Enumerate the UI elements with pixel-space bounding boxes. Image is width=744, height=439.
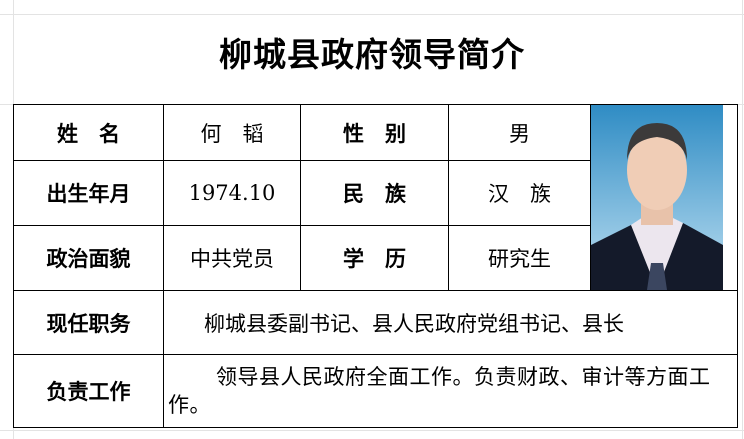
table-border: [13, 354, 738, 355]
ethnicity-label: 民 族: [301, 161, 448, 225]
page-title: 柳城县政府领导简介: [219, 35, 525, 74]
education-value: 研究生: [449, 226, 590, 290]
leader-photo: [591, 105, 723, 290]
table-border: [300, 104, 301, 291]
gender-label: 性 别: [301, 105, 448, 160]
table-border: [13, 160, 591, 161]
table-border: [590, 104, 591, 291]
ethnicity-value: 汉 族: [449, 161, 590, 225]
name-label: 姓 名: [14, 105, 163, 160]
gender-value: 男: [449, 105, 590, 160]
table-border: [13, 290, 738, 291]
gridline: [0, 430, 744, 431]
table-border: [13, 104, 738, 105]
table-border: [13, 225, 591, 226]
political-label: 政治面貌: [14, 226, 163, 290]
table-border: [448, 104, 449, 291]
duty-value: 领导县人民政府全面工作。负责财政、审计等方面工作。: [164, 355, 737, 427]
political-value: 中共党员: [164, 226, 300, 290]
gridline: [0, 14, 744, 15]
table-border: [737, 104, 738, 428]
table-border: [163, 104, 164, 428]
duty-label: 负责工作: [14, 355, 163, 427]
table-border: [13, 104, 14, 428]
birth-label: 出生年月: [14, 161, 163, 225]
table-border: [13, 427, 738, 428]
gridline: [742, 0, 743, 439]
position-value: 柳城县委副书记、县人民政府党组书记、县长: [164, 291, 737, 354]
name-value: 何 韬: [164, 105, 300, 160]
position-label: 现任职务: [14, 291, 163, 354]
birth-value: 1974.10: [164, 161, 300, 225]
education-label: 学 历: [301, 226, 448, 290]
